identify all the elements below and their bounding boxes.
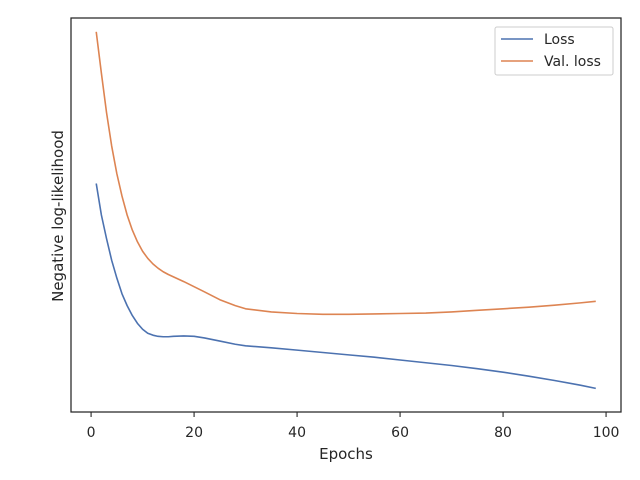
x-tick-label: 80: [494, 425, 512, 441]
x-axis-title: Epochs: [319, 445, 373, 463]
legend: Loss Val. loss: [494, 26, 614, 76]
series-line-loss: [95, 183, 596, 390]
plot-frame: [70, 17, 622, 413]
x-tick-label: 0: [87, 425, 96, 441]
series-line-val-loss: [95, 31, 596, 316]
x-tick-label: 40: [288, 425, 306, 441]
y-axis-title: Negative log-likelihood: [49, 130, 67, 302]
plot-lines: [95, 31, 596, 390]
x-tick-label: 100: [593, 425, 620, 441]
legend-label-val-loss: Val. loss: [544, 54, 601, 70]
x-axis-ticks: 0 20 40 60 80 100: [87, 412, 620, 441]
legend-label-loss: Loss: [544, 32, 575, 48]
x-tick-label: 60: [391, 425, 409, 441]
x-tick-label: 20: [185, 425, 203, 441]
